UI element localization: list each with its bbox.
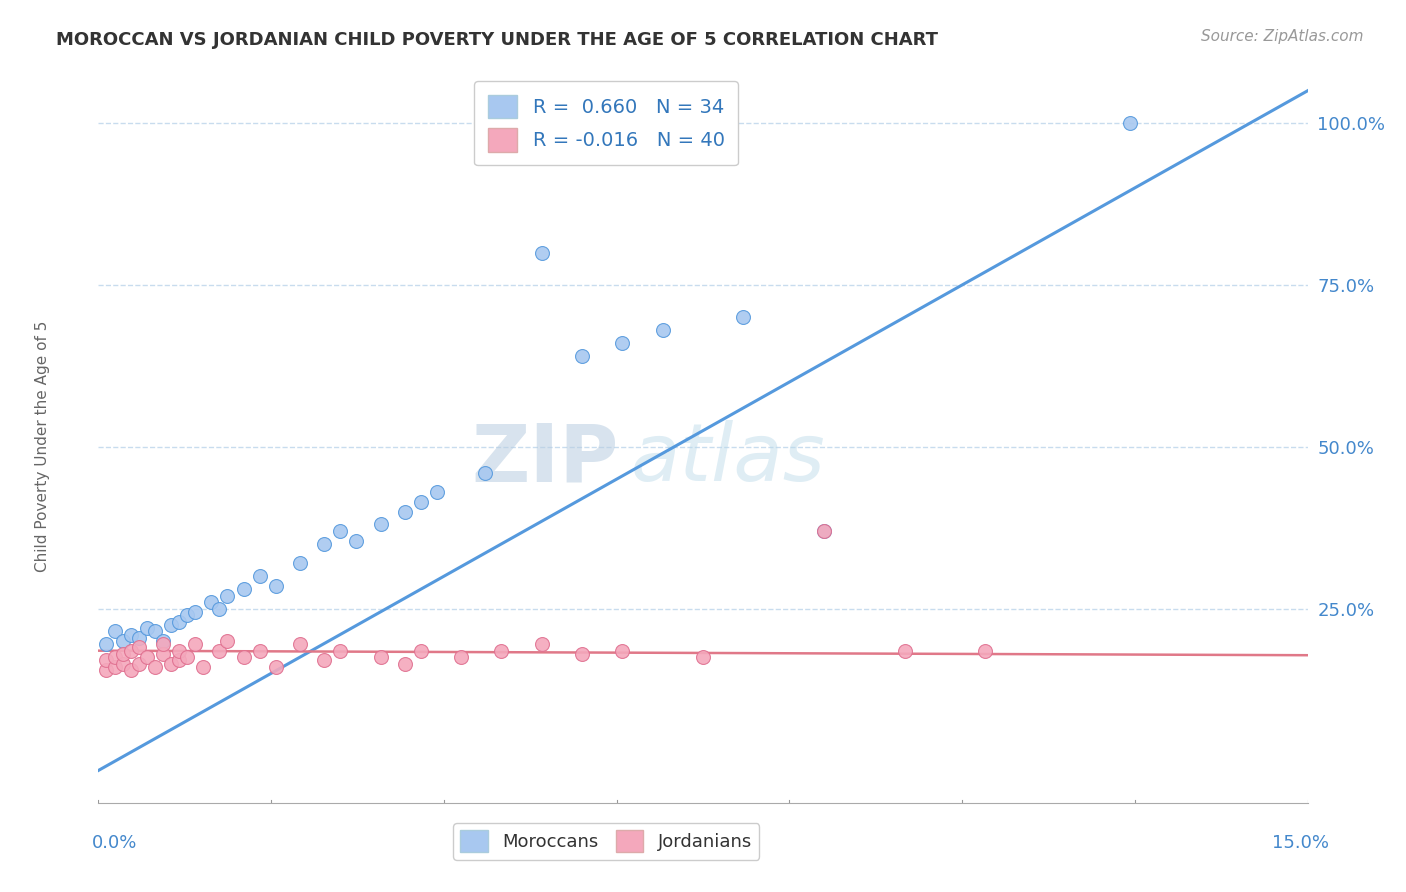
Point bbox=[176, 608, 198, 623]
Point bbox=[571, 647, 593, 661]
Point bbox=[450, 650, 472, 665]
Point bbox=[160, 657, 183, 671]
Text: Source: ZipAtlas.com: Source: ZipAtlas.com bbox=[1201, 29, 1364, 44]
Point bbox=[288, 637, 311, 651]
Point bbox=[103, 624, 125, 639]
Point bbox=[314, 653, 336, 667]
Point bbox=[651, 323, 673, 337]
Point bbox=[1119, 116, 1142, 130]
Point bbox=[208, 601, 231, 615]
Point bbox=[733, 310, 755, 325]
Point bbox=[813, 524, 835, 538]
Point bbox=[111, 657, 134, 671]
Point bbox=[176, 650, 198, 665]
Point bbox=[530, 245, 553, 260]
Text: Child Poverty Under the Age of 5: Child Poverty Under the Age of 5 bbox=[35, 320, 49, 572]
Point bbox=[152, 637, 174, 651]
Point bbox=[370, 517, 392, 532]
Point bbox=[143, 624, 166, 639]
Point bbox=[232, 650, 254, 665]
Point bbox=[344, 533, 367, 548]
Point bbox=[103, 650, 125, 665]
Point bbox=[111, 634, 134, 648]
Point bbox=[893, 643, 915, 657]
Point bbox=[249, 569, 271, 583]
Point bbox=[329, 643, 352, 657]
Point bbox=[96, 663, 118, 677]
Point bbox=[370, 650, 392, 665]
Point bbox=[152, 634, 174, 648]
Point bbox=[232, 582, 254, 597]
Point bbox=[264, 660, 287, 674]
Point bbox=[160, 617, 183, 632]
Point bbox=[120, 663, 142, 677]
Point bbox=[167, 615, 190, 629]
Point bbox=[193, 660, 215, 674]
Point bbox=[184, 637, 207, 651]
Text: ZIP: ZIP bbox=[471, 420, 619, 498]
Point bbox=[329, 524, 352, 538]
Point bbox=[974, 643, 997, 657]
Point bbox=[217, 589, 239, 603]
Point bbox=[128, 631, 150, 645]
Point bbox=[167, 653, 190, 667]
Point bbox=[128, 640, 150, 655]
Point bbox=[612, 336, 634, 351]
Point bbox=[128, 657, 150, 671]
Point bbox=[426, 485, 449, 500]
Point bbox=[474, 466, 496, 480]
Point bbox=[264, 579, 287, 593]
Point bbox=[120, 627, 142, 641]
Point bbox=[200, 595, 222, 609]
Point bbox=[96, 653, 118, 667]
Point bbox=[530, 637, 553, 651]
Point bbox=[409, 495, 432, 509]
Text: atlas: atlas bbox=[630, 420, 825, 498]
Point bbox=[409, 643, 432, 657]
Text: 0.0%: 0.0% bbox=[91, 834, 136, 852]
Point bbox=[184, 605, 207, 619]
Point bbox=[152, 647, 174, 661]
Point bbox=[96, 637, 118, 651]
Point bbox=[217, 634, 239, 648]
Point bbox=[120, 643, 142, 657]
Point bbox=[135, 650, 157, 665]
Point bbox=[571, 349, 593, 363]
Point bbox=[167, 643, 190, 657]
Point bbox=[208, 643, 231, 657]
Point bbox=[491, 643, 513, 657]
Point bbox=[111, 647, 134, 661]
Text: 15.0%: 15.0% bbox=[1271, 834, 1329, 852]
Point bbox=[143, 660, 166, 674]
Text: MOROCCAN VS JORDANIAN CHILD POVERTY UNDER THE AGE OF 5 CORRELATION CHART: MOROCCAN VS JORDANIAN CHILD POVERTY UNDE… bbox=[56, 31, 938, 49]
Point bbox=[692, 650, 714, 665]
Point bbox=[135, 621, 157, 635]
Point bbox=[288, 557, 311, 571]
Point bbox=[813, 524, 835, 538]
Point bbox=[394, 657, 416, 671]
Point bbox=[612, 643, 634, 657]
Point bbox=[314, 537, 336, 551]
Point bbox=[249, 643, 271, 657]
Point bbox=[394, 504, 416, 518]
Point bbox=[103, 660, 125, 674]
Legend: Moroccans, Jordanians: Moroccans, Jordanians bbox=[453, 823, 759, 860]
